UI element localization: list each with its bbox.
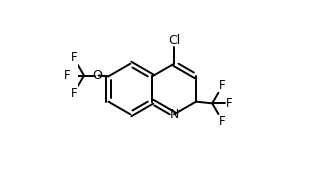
Text: F: F bbox=[219, 115, 226, 128]
Text: F: F bbox=[70, 87, 77, 100]
Text: N: N bbox=[170, 108, 179, 121]
Text: O: O bbox=[92, 69, 102, 82]
Text: F: F bbox=[70, 51, 77, 64]
Text: F: F bbox=[64, 69, 71, 82]
Text: F: F bbox=[225, 97, 232, 110]
Text: F: F bbox=[219, 79, 226, 92]
Text: Cl: Cl bbox=[168, 34, 180, 47]
